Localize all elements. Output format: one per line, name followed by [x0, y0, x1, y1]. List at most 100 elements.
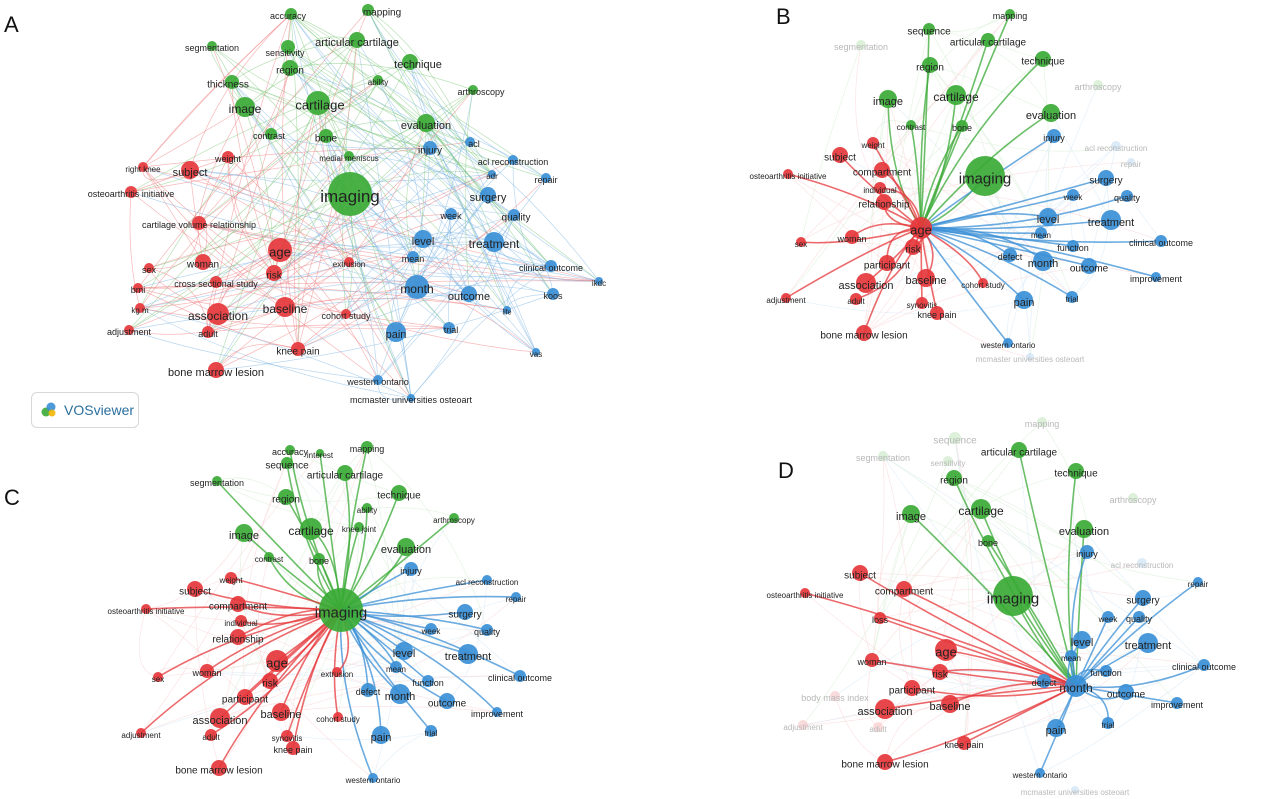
keyword-label: association [838, 280, 893, 292]
keyword-label: western ontario [980, 341, 1036, 350]
link-edge [231, 81, 397, 333]
link-edge [863, 142, 874, 334]
link-edge [367, 9, 514, 161]
keyword-label: week [1063, 193, 1084, 202]
keyword-node [1011, 442, 1027, 458]
link-edge [945, 649, 1205, 666]
keyword-node [397, 538, 415, 556]
link-edge [928, 28, 1052, 114]
keyword-node [965, 156, 1005, 196]
link-edge [145, 608, 246, 698]
keyword-node [482, 575, 492, 585]
keyword-label: mapping [1025, 419, 1060, 429]
link-edge [139, 307, 412, 399]
keyword-node [1198, 659, 1210, 671]
keyword-label: risk [905, 245, 922, 256]
link-edge [289, 63, 474, 91]
keyword-label: cartilage [295, 98, 344, 113]
keyword-node [1066, 291, 1078, 303]
keyword-node [266, 650, 288, 672]
keyword-label: risk [262, 679, 279, 690]
keyword-label: vas [530, 350, 542, 359]
link-edge [1072, 194, 1090, 267]
focus-link-edge [920, 227, 1044, 262]
link-edge [215, 102, 319, 371]
keyword-label: outcome [1107, 690, 1146, 701]
link-edge [855, 44, 881, 189]
link-edge [366, 507, 399, 668]
keyword-node [1128, 493, 1138, 503]
keyword-node [508, 209, 520, 221]
keyword-label: segmentation [856, 453, 910, 463]
keyword-node [1073, 631, 1091, 649]
keyword-node [153, 672, 163, 682]
keyword-label: technique [394, 59, 442, 71]
keyword-label: month [1028, 258, 1059, 270]
keyword-node [210, 708, 230, 728]
link-edge [139, 261, 350, 309]
keyword-node [879, 255, 895, 271]
link-edge [367, 9, 471, 143]
link-edge [409, 61, 537, 353]
keyword-label: articular cartilage [315, 37, 399, 49]
keyword-node [1047, 129, 1061, 143]
focus-link-edge [785, 227, 922, 299]
link-edge [207, 89, 474, 333]
keyword-node [508, 155, 518, 165]
link-edge [366, 446, 401, 695]
keyword-label: segmentation [190, 478, 244, 488]
link-edge [206, 670, 521, 678]
link-edge [231, 81, 350, 157]
link-edge [858, 572, 873, 661]
keyword-label: mcmaster universities osteoart [350, 395, 473, 405]
keyword-label: osteoarthritis initiative [767, 591, 844, 600]
focus-link-edge [987, 540, 1077, 687]
keyword-node [1102, 611, 1114, 623]
keyword-node [457, 604, 473, 620]
keyword-label: subject [844, 571, 876, 582]
panel-letter: A [4, 12, 19, 37]
link-edge [409, 61, 495, 243]
focus-link-edge [920, 227, 1090, 267]
keyword-label: acl reconstruction [1111, 561, 1174, 570]
keyword-label: technique [1054, 469, 1098, 480]
vosviewer-logo-icon [41, 402, 56, 417]
keyword-node [368, 773, 378, 783]
keyword-label: technique [1021, 57, 1065, 68]
link-edge [886, 28, 930, 264]
panel-letter: C [4, 485, 20, 510]
panel-letter: B [776, 4, 791, 29]
keyword-node [266, 265, 282, 281]
link-edge [217, 282, 418, 315]
keyword-node [845, 230, 859, 244]
link-edge [289, 67, 514, 161]
keyword-node [595, 277, 603, 285]
link-edge [884, 703, 951, 763]
keyword-label: clinical outcome [1172, 662, 1236, 672]
keyword-node [210, 276, 222, 288]
link-edge [954, 437, 1041, 774]
keyword-label: imaging [987, 590, 1040, 607]
keyword-node [798, 720, 808, 730]
keyword-node [461, 286, 477, 302]
keyword-node [319, 129, 333, 143]
link-edge [377, 177, 547, 381]
keyword-label: koos [543, 291, 563, 301]
link-edge [139, 79, 379, 309]
keyword-node [1102, 717, 1114, 729]
link-edge [130, 79, 379, 193]
keyword-node [856, 40, 866, 50]
link-edge [216, 477, 287, 498]
link-edge [215, 281, 470, 295]
keyword-label: sequence [265, 461, 309, 472]
keyword-node [1015, 291, 1033, 309]
link-edge [215, 281, 450, 329]
link-edge [464, 89, 474, 295]
keyword-label: injury [1076, 549, 1098, 559]
link-edge [287, 46, 547, 179]
keyword-label: sex [152, 675, 164, 684]
keyword-label: repair [1188, 580, 1209, 589]
link-edge [928, 13, 1011, 33]
keyword-label: trial [425, 729, 438, 738]
focus-link-edge [1075, 664, 1205, 689]
